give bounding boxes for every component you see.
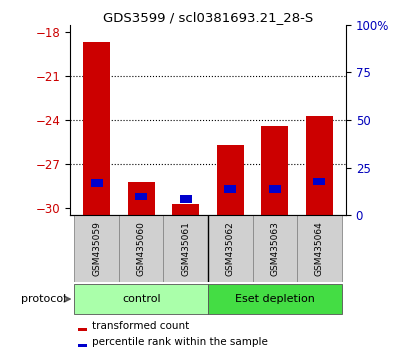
Bar xyxy=(262,126,288,215)
Title: GDS3599 / scl0381693.21_28-S: GDS3599 / scl0381693.21_28-S xyxy=(103,11,313,24)
Bar xyxy=(78,327,87,331)
Text: transformed count: transformed count xyxy=(92,321,189,331)
Text: GSM435062: GSM435062 xyxy=(226,221,235,276)
Bar xyxy=(128,182,154,215)
Bar xyxy=(306,116,333,215)
FancyBboxPatch shape xyxy=(119,215,164,282)
FancyBboxPatch shape xyxy=(74,215,119,282)
Text: percentile rank within the sample: percentile rank within the sample xyxy=(92,337,268,347)
Bar xyxy=(217,145,244,215)
Bar xyxy=(269,185,281,193)
FancyBboxPatch shape xyxy=(297,215,342,282)
Bar xyxy=(180,195,192,203)
Bar xyxy=(135,193,147,200)
Text: GSM435060: GSM435060 xyxy=(137,221,146,276)
FancyBboxPatch shape xyxy=(252,215,297,282)
Text: GSM435064: GSM435064 xyxy=(315,221,324,276)
FancyBboxPatch shape xyxy=(164,215,208,282)
Text: protocol: protocol xyxy=(21,294,66,304)
Text: GSM435059: GSM435059 xyxy=(92,221,101,276)
Text: control: control xyxy=(122,294,160,304)
Bar xyxy=(172,204,199,215)
FancyBboxPatch shape xyxy=(208,215,252,282)
Text: GSM435061: GSM435061 xyxy=(181,221,190,276)
Bar xyxy=(224,185,236,193)
Bar xyxy=(313,178,325,185)
Text: Eset depletion: Eset depletion xyxy=(235,294,315,304)
Bar xyxy=(91,179,103,187)
Text: GSM435063: GSM435063 xyxy=(270,221,279,276)
FancyBboxPatch shape xyxy=(74,284,208,314)
FancyBboxPatch shape xyxy=(208,284,342,314)
Bar xyxy=(78,344,87,347)
Bar xyxy=(83,42,110,215)
